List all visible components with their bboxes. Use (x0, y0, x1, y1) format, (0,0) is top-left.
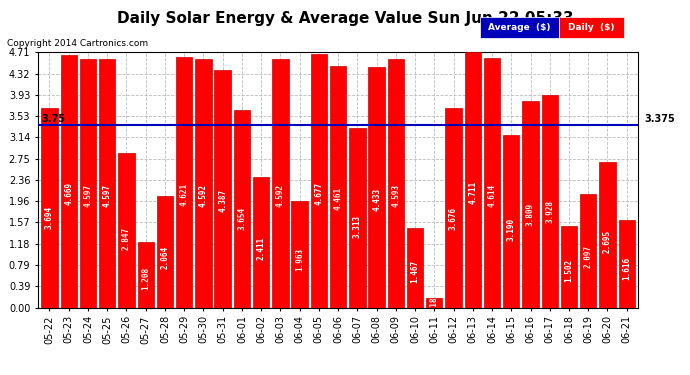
Bar (349, 128, 366, 308)
Text: 4.433: 4.433 (372, 188, 381, 211)
Text: Daily  ($): Daily ($) (568, 22, 615, 32)
Text: 1.208: 1.208 (141, 267, 150, 290)
Bar (503, 135, 520, 308)
Text: 1.963: 1.963 (295, 248, 304, 271)
Text: 3.75: 3.75 (42, 114, 66, 124)
Bar (80, 58, 96, 308)
Bar (215, 70, 231, 308)
Text: Copyright 2014 Cartronics.com: Copyright 2014 Cartronics.com (7, 39, 148, 48)
Bar (253, 177, 269, 308)
Text: 3.676: 3.676 (449, 206, 458, 230)
Bar (618, 220, 635, 308)
Text: 4.597: 4.597 (83, 184, 92, 207)
Text: 3.375: 3.375 (644, 114, 675, 124)
Bar (464, 53, 481, 308)
Bar (426, 298, 442, 307)
Text: 2.411: 2.411 (257, 237, 266, 260)
Bar (176, 57, 193, 308)
Bar (330, 66, 346, 308)
Text: 4.592: 4.592 (276, 184, 285, 207)
Bar (157, 196, 173, 308)
Text: 4.711: 4.711 (469, 181, 477, 204)
Text: 3.313: 3.313 (353, 215, 362, 238)
Bar (291, 201, 308, 308)
Bar (561, 226, 577, 308)
Text: 4.387: 4.387 (218, 189, 227, 212)
Text: 4.614: 4.614 (488, 183, 497, 207)
Bar (542, 95, 558, 308)
Bar (195, 59, 212, 308)
Bar (407, 228, 423, 308)
Text: 2.695: 2.695 (603, 230, 612, 254)
Text: 4.597: 4.597 (103, 184, 112, 207)
Text: 3.190: 3.190 (506, 218, 515, 242)
Text: 4.461: 4.461 (333, 187, 343, 210)
Text: 3.928: 3.928 (545, 200, 554, 223)
Text: 4.669: 4.669 (64, 182, 73, 205)
Bar (580, 194, 596, 308)
Bar (272, 59, 288, 308)
Text: 2.847: 2.847 (122, 226, 131, 250)
Text: 4.593: 4.593 (391, 184, 400, 207)
Text: 1.502: 1.502 (564, 260, 573, 282)
Text: 4.592: 4.592 (199, 184, 208, 207)
Bar (368, 68, 385, 308)
Bar (522, 101, 539, 308)
Bar (388, 59, 404, 308)
Text: Average  ($): Average ($) (488, 22, 551, 32)
Bar (234, 110, 250, 308)
Bar (600, 162, 615, 308)
Bar (310, 54, 327, 307)
Bar (445, 108, 462, 307)
Bar (137, 242, 154, 308)
Text: 1.467: 1.467 (411, 260, 420, 284)
Bar (61, 55, 77, 308)
Text: Daily Solar Energy & Average Value Sun Jun 22 05:33: Daily Solar Energy & Average Value Sun J… (117, 11, 573, 26)
Bar (41, 108, 58, 307)
Text: 1.616: 1.616 (622, 256, 631, 280)
Bar (99, 58, 115, 308)
Text: 4.677: 4.677 (315, 182, 324, 205)
Text: 3.654: 3.654 (237, 207, 246, 230)
Text: 2.097: 2.097 (584, 245, 593, 268)
Bar (118, 153, 135, 308)
Text: 2.064: 2.064 (161, 246, 170, 269)
Text: 0.183: 0.183 (430, 291, 439, 315)
Text: 3.694: 3.694 (45, 206, 54, 229)
Text: 3.809: 3.809 (526, 203, 535, 226)
Text: 4.621: 4.621 (179, 183, 188, 207)
Bar (484, 58, 500, 308)
